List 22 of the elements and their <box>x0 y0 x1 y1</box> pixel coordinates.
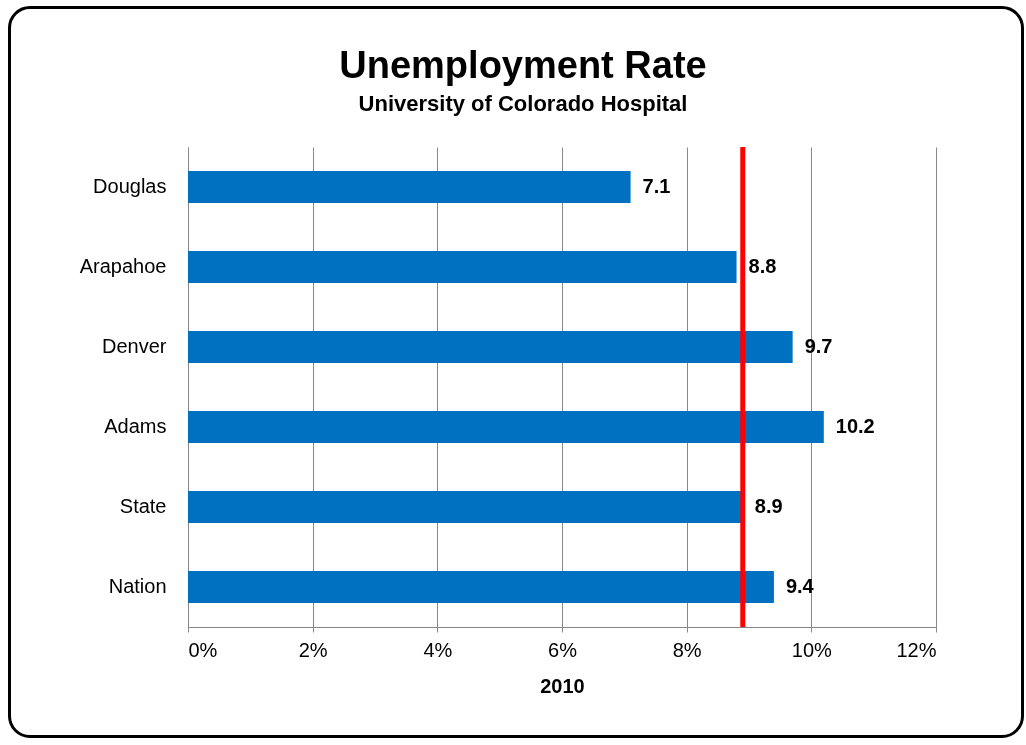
data-label: 10.2 <box>835 415 875 437</box>
x-tick-label: 0% <box>188 638 218 661</box>
x-tick-label: 4% <box>423 638 453 661</box>
data-label: 9.4 <box>785 575 815 597</box>
data-label: 7.1 <box>642 175 671 197</box>
chart-title: Unemployment Rate <box>339 43 707 86</box>
y-tick-label: Denver <box>102 335 167 357</box>
y-tick-label: Adams <box>104 415 167 437</box>
data-label: 8.8 <box>748 255 777 277</box>
x-tick-label: 6% <box>548 638 578 661</box>
data-label: 9.7 <box>804 335 833 357</box>
x-tick-label: 10% <box>791 638 833 661</box>
data-label: 8.9 <box>754 495 783 517</box>
chart-subtitle: University of Colorado Hospital <box>358 90 688 116</box>
x-tick-label: 2% <box>298 638 328 661</box>
y-tick-label: Douglas <box>93 175 167 197</box>
x-axis-title: 2010 <box>540 674 585 697</box>
x-tick-label: 8% <box>672 638 702 661</box>
y-tick-label: Arapahoe <box>79 255 167 277</box>
y-tick-label: Nation <box>108 575 167 597</box>
y-tick-label: State <box>119 495 167 517</box>
x-tick-label: 12% <box>896 638 937 661</box>
